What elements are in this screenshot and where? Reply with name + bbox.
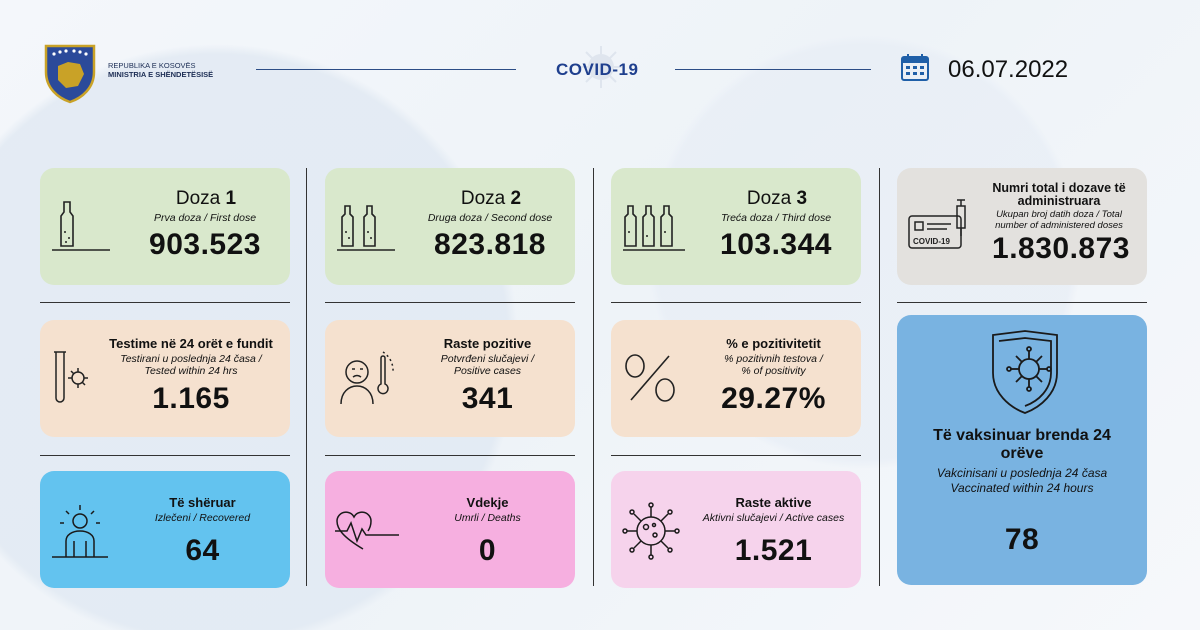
tests-card: Testime në 24 orët e fundit Testirani u … [40, 320, 290, 437]
ministry-line-2: MINISTRIA E SHËNDETËSISË [108, 70, 214, 79]
tests-subtitle-2: Tested within 24 hrs [144, 365, 238, 377]
dose1-number: 1 [225, 188, 237, 209]
vaccinated-24h-title: Të vaksinuar brenda 24 orëve [933, 427, 1111, 462]
calendar-icon [901, 54, 929, 81]
kosovo-emblem-icon [44, 44, 96, 104]
dose2-card: Doza 2 Druga doza / Second dose 823.818 [325, 168, 575, 285]
dose1-title: Doza 1 [150, 188, 262, 210]
total-doses-card: COVID-19 Numri total i dozave të adminis… [897, 168, 1147, 285]
positivity-card: % e pozitivitetit % pozitivnih testova /… [611, 320, 861, 437]
shield-virus-icon [992, 330, 1058, 414]
total-doses-subtitle: Ukupan broj datih doza / Total number of… [995, 209, 1123, 231]
row-divider [897, 302, 1147, 303]
dose2-title: Doza 2 [435, 188, 547, 210]
dose1-label: Doza [175, 188, 221, 209]
test-tube-icon [54, 351, 88, 403]
deaths-subtitle: Umrli / Deaths [454, 512, 521, 524]
header-divider-right [675, 69, 871, 70]
recovered-subtitle: Izlečeni / Recovered [154, 512, 251, 524]
covid-title: COVID-19 [556, 60, 639, 79]
dose1-card: Doza 1 Prva doza / First dose 903.523 [40, 168, 290, 285]
ministry-name: REPUBLIKA E KOSOVËS MINISTRIA E SHËNDETË… [108, 61, 213, 79]
dose1-value: 903.523 [149, 228, 261, 261]
column-divider-1 [306, 168, 307, 586]
tests-title: Testime në 24 orët e fundit [109, 336, 273, 351]
recovered-card: Të shëruar Izlečeni / Recovered 64 [40, 471, 290, 588]
dose3-number: 3 [796, 188, 808, 209]
row-divider [325, 455, 575, 456]
dose3-value: 103.344 [720, 228, 832, 261]
tests-value: 1.165 [152, 382, 230, 415]
deaths-card: Vdekje Umrli / Deaths 0 [325, 471, 575, 588]
vaccinated-24h-subtitle-1: Vakcinisani u poslednja 24 časa [936, 466, 1108, 480]
dose3-subtitle: Treća doza / Third dose [720, 212, 832, 224]
sick-person-icon [340, 351, 394, 405]
positivity-subtitle-1: % pozitivnih testova / [724, 353, 823, 365]
percent-icon [625, 354, 675, 402]
deaths-value: 0 [478, 534, 497, 567]
positive-cases-value: 341 [461, 382, 514, 415]
three-vials-icon [623, 205, 685, 251]
two-vials-icon [337, 205, 395, 251]
positive-cases-subtitle-2: Positive cases [453, 365, 522, 377]
positive-cases-title: Raste pozitive [443, 336, 532, 351]
positivity-subtitle-2: % of positivity [741, 365, 806, 377]
row-divider [40, 302, 290, 303]
dose2-subtitle: Druga doza / Second dose [427, 212, 553, 224]
dose2-number: 2 [510, 188, 522, 209]
active-cases-card: Raste aktive Aktivni slučajevi / Active … [611, 471, 861, 588]
vaccinated-24h-subtitle-2: Vaccinated within 24 hours [950, 481, 1094, 495]
row-divider [611, 455, 861, 456]
row-divider [611, 302, 861, 303]
recovered-title: Të shëruar [169, 495, 236, 510]
heartbeat-icon [335, 511, 399, 550]
positive-cases-subtitle-1: Potvrđeni slučajevi / [440, 353, 535, 365]
tests-subtitle-1: Testirani u poslednja 24 časa / [120, 353, 262, 365]
covid-certificate-icon: COVID-19 [908, 199, 966, 249]
positivity-title: % e pozitivitetit [726, 336, 821, 351]
row-divider [40, 455, 290, 456]
active-cases-subtitle: Aktivni slučajevi / Active cases [702, 512, 845, 524]
dose3-title: Doza 3 [721, 188, 833, 210]
column-divider-2 [593, 168, 594, 586]
ministry-line-1: REPUBLIKA E KOSOVËS [108, 61, 196, 70]
dose2-label: Doza [460, 188, 506, 209]
report-date: 06.07.2022 [948, 56, 1069, 83]
vaccinated-24h-value: 78 [1004, 523, 1040, 556]
virus-icon [622, 502, 680, 560]
coronavirus-watermark-icon [580, 46, 622, 88]
active-cases-value: 1.521 [734, 534, 813, 567]
header-divider-left [256, 69, 516, 70]
dose1-subtitle: Prva doza / First dose [153, 212, 257, 224]
recovered-value: 64 [185, 534, 220, 567]
vial-icon [52, 201, 110, 251]
column-divider-3 [879, 168, 880, 586]
dose3-label: Doza [746, 188, 792, 209]
total-doses-title: Numri total i dozave të administruara [992, 181, 1126, 208]
dose2-value: 823.818 [434, 228, 546, 261]
positive-cases-card: Raste pozitive Potvrđeni slučajevi / Pos… [325, 320, 575, 437]
row-divider [325, 302, 575, 303]
positivity-value: 29.27% [721, 382, 826, 415]
recovered-person-icon [52, 505, 108, 558]
active-cases-title: Raste aktive [735, 495, 812, 510]
total-doses-value: 1.830.873 [992, 232, 1130, 265]
covid-certificate-label: COVID-19 [913, 237, 950, 246]
deaths-title: Vdekje [466, 495, 509, 510]
vaccinated-24h-card: Të vaksinuar brenda 24 orëve Vakcinisani… [897, 315, 1147, 585]
dose3-card: Doza 3 Treća doza / Third dose 103.344 [611, 168, 861, 285]
